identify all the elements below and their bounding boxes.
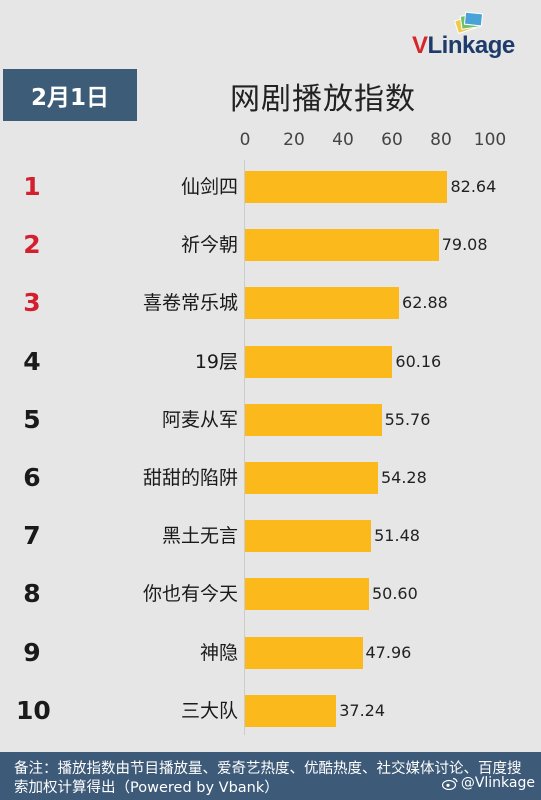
axis-baseline <box>244 160 245 735</box>
drama-name: 喜卷常乐城 <box>142 292 238 315</box>
bar <box>245 229 439 262</box>
rank-number: 8 <box>23 579 41 609</box>
drama-name: 甜甜的陷阱 <box>142 467 238 489</box>
x-tick-label: 40 <box>332 130 354 150</box>
logo-cards-icon <box>453 11 484 35</box>
value-label: 37.24 <box>339 700 386 720</box>
drama-name: 19层 <box>194 350 238 373</box>
bar <box>245 345 393 378</box>
value-label: 55.76 <box>384 409 431 429</box>
value-label: 54.28 <box>380 468 427 487</box>
bar <box>245 694 337 727</box>
rank-number: 3 <box>23 288 41 318</box>
x-tick-label: 80 <box>430 130 452 150</box>
rank-number: 2 <box>23 230 41 260</box>
x-tick-label: 0 <box>239 130 251 150</box>
weibo-watermark: @Vlinkage <box>441 775 535 791</box>
bar <box>245 403 382 436</box>
value-label: 51.48 <box>374 526 420 546</box>
bar <box>245 287 400 320</box>
x-tick-label: 100 <box>473 130 507 150</box>
rank-number: 9 <box>23 637 41 667</box>
weibo-icon <box>441 777 458 790</box>
drama-name: 仙剑四 <box>180 176 238 198</box>
value-label: 79.08 <box>441 235 488 255</box>
x-tick-label: 60 <box>381 130 403 150</box>
rank-number: 10 <box>16 695 51 725</box>
vlinkage-logo: VLinkage <box>412 11 537 60</box>
footer-note: 备注：播放指数由节目播放量、爱奇艺热度、优酷热度、社交媒体讨论、百度搜索加权计算… <box>14 761 522 796</box>
bar <box>245 171 448 203</box>
value-label: 47.96 <box>365 642 412 662</box>
footer-bar: 备注：播放指数由节目播放量、爱奇艺热度、优酷热度、社交媒体讨论、百度搜索加权计算… <box>0 752 541 800</box>
x-tick-label: 20 <box>283 130 305 150</box>
drama-name: 神隐 <box>199 641 238 664</box>
bar <box>245 636 363 669</box>
logo-text: VLinkage <box>412 32 515 60</box>
date-badge: 2月1日 <box>3 69 137 121</box>
logo-letters-link: Link <box>427 32 476 59</box>
bar <box>245 520 372 553</box>
rank-number: 6 <box>23 463 41 492</box>
drama-name: 祈今朝 <box>180 234 238 257</box>
watermark-handle: @Vlinkage <box>460 775 535 791</box>
chart-title: 网剧播放指数 <box>230 82 416 117</box>
value-label: 60.16 <box>395 351 442 371</box>
value-label: 62.88 <box>402 293 448 313</box>
logo-letter-v: V <box>412 32 428 59</box>
rank-number: 4 <box>23 346 41 376</box>
rank-number: 1 <box>23 172 41 201</box>
drama-name: 三大队 <box>180 699 238 722</box>
drama-name: 黑土无言 <box>161 525 238 548</box>
value-label: 50.60 <box>371 584 418 604</box>
bar <box>245 462 378 494</box>
bar <box>245 578 369 611</box>
drama-name: 阿麦从军 <box>161 408 238 431</box>
rank-number: 7 <box>23 521 41 551</box>
value-label: 82.64 <box>450 177 497 196</box>
drama-name: 你也有今天 <box>142 583 238 606</box>
logo-letters-age: age <box>474 32 515 59</box>
rank-number: 5 <box>23 404 41 434</box>
